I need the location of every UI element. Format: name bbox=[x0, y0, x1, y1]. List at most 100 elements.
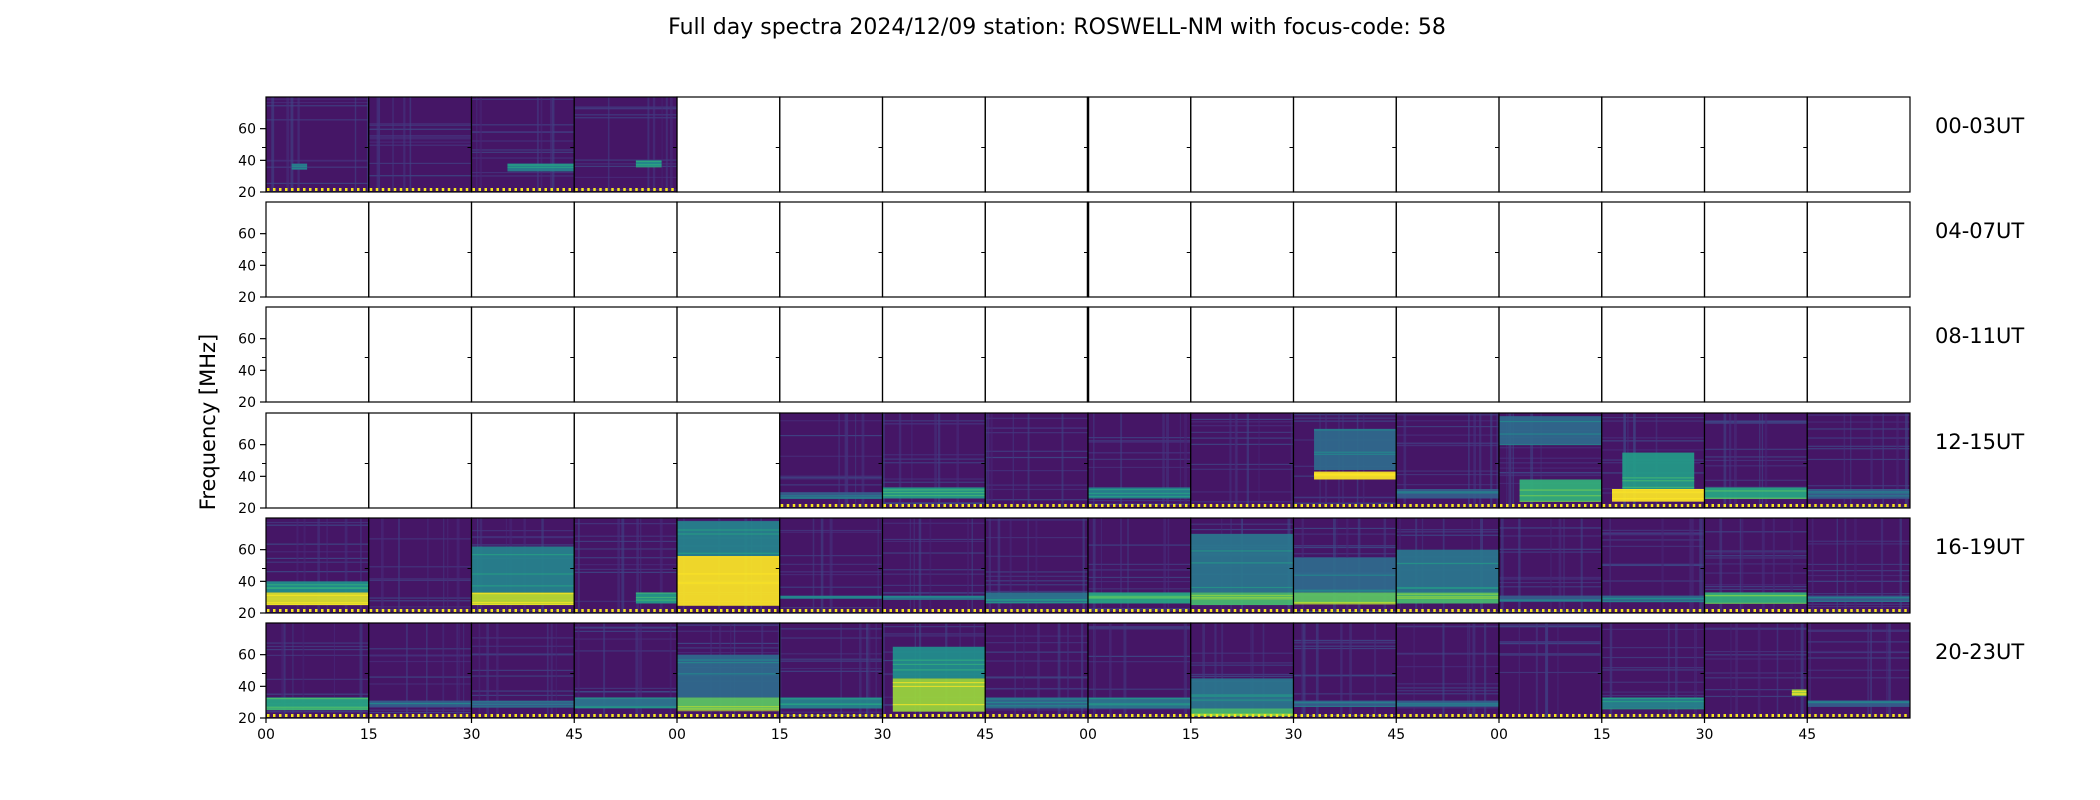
band-texture bbox=[882, 596, 986, 598]
band-texture bbox=[1704, 602, 1808, 604]
rfi-line bbox=[1807, 414, 1910, 416]
time-streak bbox=[297, 97, 300, 192]
rfi-line bbox=[882, 423, 986, 425]
spectrogram-panel bbox=[981, 96, 1089, 193]
rfi-line bbox=[1499, 642, 1602, 644]
spectrogram-panel bbox=[1289, 517, 1397, 614]
rfi-line bbox=[677, 624, 780, 626]
x-tick-label: 30 bbox=[1696, 727, 1714, 743]
band-texture bbox=[471, 593, 575, 595]
band-texture bbox=[635, 596, 677, 599]
time-streak bbox=[830, 518, 833, 613]
spectrogram-panel bbox=[1392, 201, 1500, 298]
time-streak bbox=[398, 518, 400, 613]
rfi-line bbox=[1704, 479, 1808, 481]
rfi-line bbox=[368, 600, 472, 602]
band-texture bbox=[1396, 491, 1499, 493]
rfi-line bbox=[1088, 563, 1191, 565]
spectrogram-panel bbox=[467, 96, 575, 193]
band-texture bbox=[1396, 705, 1499, 707]
spectrogram-panel bbox=[467, 517, 575, 614]
panel-frame bbox=[573, 412, 678, 509]
spectrogram-panel bbox=[364, 201, 473, 298]
time-streak bbox=[283, 623, 286, 718]
y-tick-label: 40 bbox=[238, 574, 256, 590]
time-streak bbox=[1490, 413, 1493, 508]
band-texture bbox=[1088, 698, 1191, 700]
time-streak bbox=[1067, 623, 1069, 718]
time-streak bbox=[1776, 623, 1779, 718]
time-streak bbox=[456, 518, 460, 613]
time-streak bbox=[1183, 623, 1185, 718]
rfi-line bbox=[471, 140, 575, 142]
spectrogram-panel bbox=[1186, 517, 1296, 614]
time-streak bbox=[1661, 518, 1664, 613]
time-streak bbox=[659, 518, 663, 613]
rfi-line bbox=[1601, 416, 1705, 419]
time-streak bbox=[1558, 518, 1562, 613]
time-streak bbox=[271, 97, 275, 192]
band-texture bbox=[1396, 586, 1499, 589]
time-streak bbox=[1009, 518, 1012, 613]
emission-band bbox=[1622, 452, 1695, 489]
time-streak bbox=[1035, 518, 1038, 613]
band-texture bbox=[1396, 562, 1499, 565]
rfi-line bbox=[1807, 563, 1910, 566]
spectrogram-panel bbox=[467, 201, 575, 298]
band-texture bbox=[985, 701, 1088, 704]
rfi-line bbox=[1088, 628, 1191, 630]
rfi-line bbox=[1190, 431, 1294, 433]
spectrogram-background bbox=[368, 97, 472, 192]
rfi-line bbox=[1088, 576, 1191, 579]
rfi-line bbox=[368, 175, 472, 177]
time-streak bbox=[354, 97, 357, 192]
time-streak bbox=[1530, 413, 1534, 508]
time-streak bbox=[1811, 518, 1814, 613]
rfi-line bbox=[1807, 669, 1910, 671]
time-streak bbox=[1545, 623, 1548, 718]
panel-frame bbox=[573, 201, 678, 298]
band-texture bbox=[1190, 550, 1294, 552]
panel-frame bbox=[1395, 306, 1500, 403]
rfi-line bbox=[1293, 674, 1397, 676]
spectrogram-panel bbox=[1084, 201, 1192, 298]
rfi-line bbox=[1601, 539, 1705, 541]
time-streak bbox=[1867, 623, 1870, 718]
rfi-line bbox=[1396, 707, 1499, 709]
rfi-line bbox=[985, 642, 1088, 644]
rfi-line bbox=[1088, 655, 1191, 657]
rfi-line bbox=[1704, 689, 1808, 691]
x-tick-label: 45 bbox=[1387, 727, 1405, 743]
time-streak bbox=[1896, 413, 1899, 508]
x-tick-label: 30 bbox=[463, 727, 481, 743]
emission-band bbox=[677, 654, 780, 698]
row-label: 16-19UT bbox=[1935, 535, 2024, 559]
time-streak bbox=[1701, 518, 1705, 613]
spectrogram-panel bbox=[364, 622, 473, 719]
time-streak bbox=[840, 623, 842, 718]
rfi-line bbox=[574, 176, 677, 179]
y-tick-label: 20 bbox=[238, 290, 256, 306]
time-streak bbox=[882, 413, 885, 508]
rfi-line bbox=[1704, 628, 1808, 630]
spectrogram-panel bbox=[1700, 517, 1808, 614]
y-tick-label: 40 bbox=[238, 469, 256, 485]
time-streak bbox=[290, 97, 294, 192]
rfi-line bbox=[985, 450, 1088, 452]
rfi-line bbox=[985, 709, 1088, 711]
emission-band bbox=[1704, 487, 1808, 499]
time-streak bbox=[551, 97, 555, 192]
rfi-line bbox=[1088, 441, 1191, 443]
time-streak bbox=[635, 623, 638, 718]
y-tick-label: 20 bbox=[238, 501, 256, 517]
rfi-line bbox=[1190, 421, 1294, 423]
spectrogram-panel bbox=[1186, 412, 1295, 509]
time-streak bbox=[1689, 518, 1692, 613]
time-streak bbox=[550, 97, 554, 192]
spectra-row-16-19ut: 20 40 60 16-19UT bbox=[238, 517, 2024, 622]
time-streak bbox=[1037, 623, 1040, 718]
emission-band bbox=[1601, 697, 1705, 709]
time-streak bbox=[1023, 623, 1025, 718]
band-texture bbox=[677, 573, 780, 575]
rfi-line bbox=[1601, 545, 1705, 547]
